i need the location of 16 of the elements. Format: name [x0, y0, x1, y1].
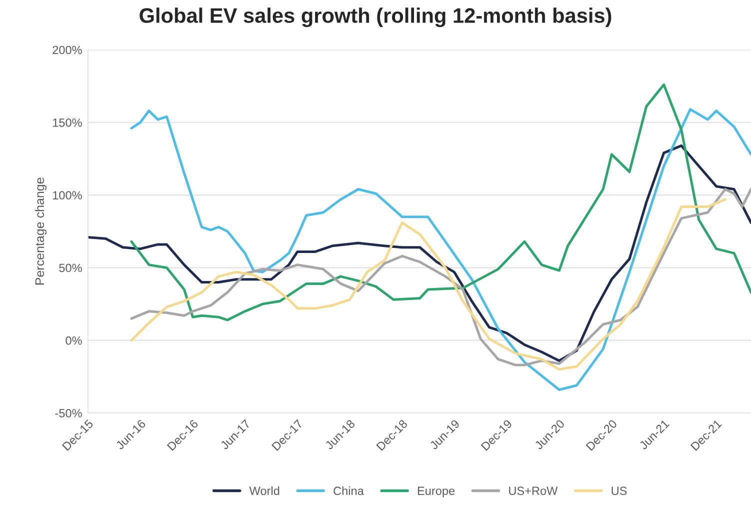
line-series [130, 108, 751, 392]
legend-label: China [334, 486, 364, 496]
y-tick-label: -50% [55, 409, 82, 418]
y-tick-label: 100% [53, 191, 82, 200]
y-tick-label: 150% [53, 118, 82, 127]
legend-label: US [612, 486, 627, 496]
line-series [130, 83, 751, 322]
chart-title: Global EV sales growth (rolling 12-month basis) [140, 8, 612, 28]
legend-label: US+RoW [509, 486, 558, 496]
legend-label: World [249, 486, 280, 496]
y-tick-label: 50% [59, 264, 82, 272]
line-series [88, 144, 751, 362]
y-tick-label: 0% [66, 336, 82, 345]
y-tick-label: 200% [52, 46, 82, 54]
y-axis-title: Percentage change [34, 178, 47, 285]
legend-label: Europe [418, 486, 455, 498]
